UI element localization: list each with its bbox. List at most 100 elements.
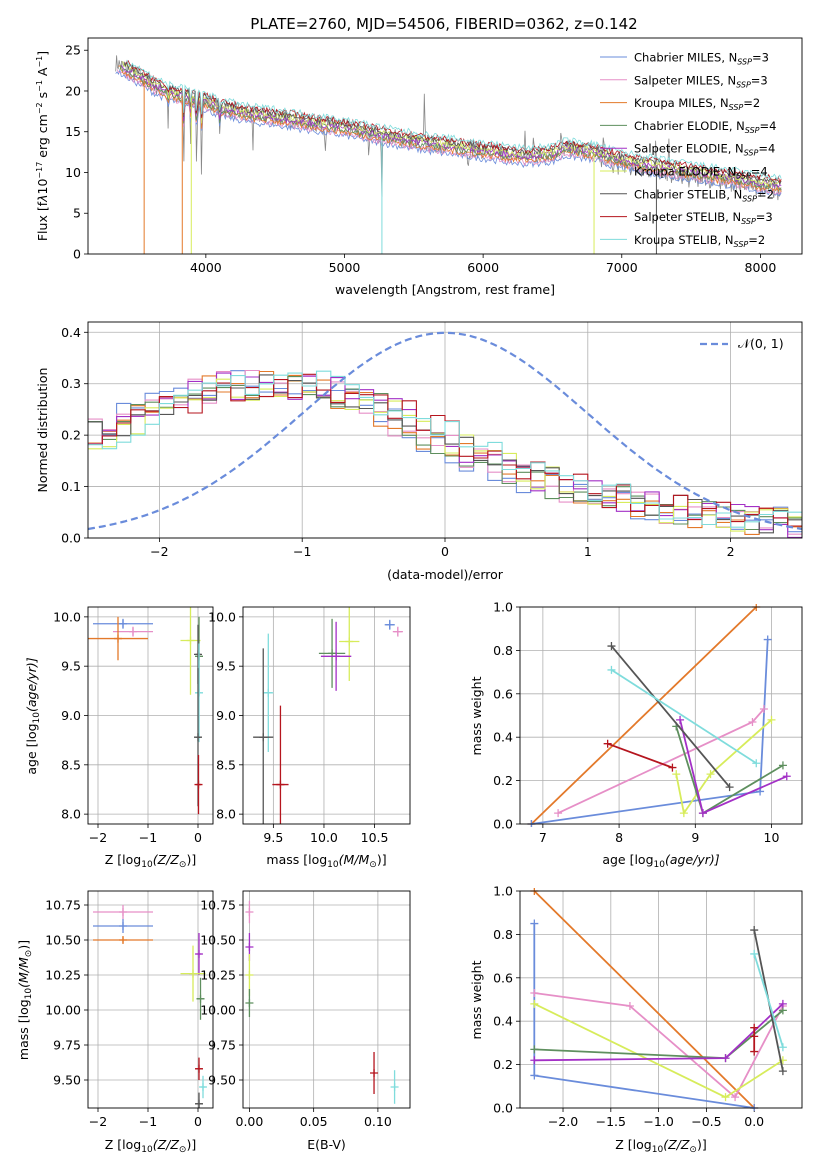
- y-tick-label: 0.2: [493, 773, 513, 788]
- x-tick-label: −2.0: [548, 1114, 578, 1129]
- errorbar-point: [320, 621, 352, 691]
- errorbar-point: [93, 936, 153, 944]
- marker: [119, 908, 127, 916]
- marker: [385, 620, 394, 629]
- y-tick-label: 0.8: [493, 643, 513, 658]
- weight-line-kroupa_elodie: [675, 719, 773, 816]
- errorbar-point: [194, 754, 203, 815]
- errorbars: [93, 905, 207, 1108]
- weight-line-kroupa_stelib: [753, 953, 784, 1048]
- errorbar-point: [195, 643, 203, 743]
- model-spectrum-kroupa_stelib: [126, 59, 782, 181]
- weight-marker: [750, 949, 759, 958]
- errorbar-point: [93, 919, 153, 933]
- legend-label: Salpeter ELODIE, NSSP=4: [634, 142, 775, 158]
- y-tick-label: 8.0: [61, 807, 81, 822]
- marker: [194, 650, 202, 659]
- y-tick-label: 10.75: [45, 898, 81, 913]
- histogram-salpeter_miles: [88, 369, 802, 535]
- residual-xlabel: (data-model)/error: [387, 567, 504, 582]
- marker: [119, 619, 127, 628]
- errorbar-point: [245, 989, 254, 1017]
- y-tick-label: 0.6: [493, 970, 513, 985]
- y-tick-label: 10.0: [208, 609, 236, 624]
- errorbar-point: [180, 607, 201, 695]
- x-tick-label: 10.0: [310, 830, 338, 845]
- marker: [345, 637, 354, 646]
- y-tick-label: 0.6: [493, 686, 513, 701]
- errorbar-point: [392, 626, 403, 637]
- marker: [186, 636, 195, 645]
- weight-marker: [698, 809, 707, 818]
- x-tick-label: 10: [764, 830, 780, 845]
- y-tick-label: 9.5: [216, 659, 236, 674]
- marker: [276, 780, 285, 789]
- weight-z-xlabel: Z [log10(Z/Z⊙)]: [615, 1137, 706, 1155]
- marker: [370, 1069, 379, 1077]
- legend-label: Salpeter STELIB, NSSP=3: [634, 210, 773, 226]
- y-tick-label: 9.5: [61, 659, 81, 674]
- model-spectrum-chabrier_stelib: [123, 60, 782, 186]
- y-tick-label: 25: [65, 43, 81, 58]
- legend-label: Chabrier ELODIE, NSSP=4: [634, 119, 776, 135]
- y-tick-label: 0.2: [61, 428, 81, 443]
- marker: [196, 994, 205, 1003]
- x-tick-label: 0.0: [744, 1114, 764, 1129]
- weight-marker: [763, 635, 772, 644]
- weight-marker: [706, 770, 715, 779]
- errorbar-point: [195, 1057, 203, 1080]
- errorbar-point: [199, 1075, 207, 1099]
- y-tick-label: 10.00: [200, 1003, 236, 1018]
- weight-marker: [672, 770, 681, 779]
- x-tick-label: 7: [539, 830, 547, 845]
- histogram-salpeter_stelib: [88, 373, 802, 527]
- axes-frame: [242, 890, 411, 1109]
- weight-marker: [752, 759, 761, 768]
- x-tick-label: −1.0: [643, 1114, 673, 1129]
- marker: [129, 627, 137, 636]
- histogram-chabrier_elodie: [88, 376, 802, 531]
- weight-marker: [750, 1023, 759, 1032]
- x-tick-label: 2: [727, 544, 735, 559]
- errorbars: [88, 607, 203, 815]
- errorbar-point: [339, 607, 360, 681]
- marker: [245, 971, 254, 979]
- y-tick-label: 0.2: [493, 1057, 513, 1072]
- errorbar-point: [245, 900, 254, 924]
- weight-marker: [607, 665, 616, 674]
- y-tick-label: 9.50: [53, 1073, 81, 1088]
- spectrum-legend: Chabrier MILES, NSSP=3 Salpeter MILES, NS…: [600, 51, 776, 249]
- weight-marker: [530, 1056, 539, 1065]
- panel-4: 7 8 9 10 0.0 0.2 0.4 0.6 0.8 1.0 age [log10(age/yr…: [469, 600, 803, 870]
- weight-line-salpeter_elodie: [679, 719, 788, 815]
- marker: [119, 922, 127, 930]
- marker: [119, 936, 127, 944]
- marker: [393, 627, 402, 636]
- spectrum-xlabel: wavelength [Angstrom, rest frame]: [335, 282, 555, 297]
- legend-label: 𝒩(0, 1): [738, 336, 784, 351]
- weight-marker: [530, 999, 539, 1008]
- x-tick-label: −1: [139, 830, 157, 845]
- y-tick-label: 0.8: [493, 927, 513, 942]
- axes-frame: [519, 606, 803, 825]
- y-tick-label: 9.0: [216, 708, 236, 723]
- spectrum-lines: [115, 55, 782, 254]
- marker: [114, 634, 122, 643]
- y-tick-label: 0.0: [493, 1101, 513, 1116]
- legend-label: Chabrier MILES, NSSP=3: [634, 51, 769, 67]
- panel-5: −2 −1 0 9.50 9.75 10.00 10.25 10.50 10.75 Z [log1…: [16, 890, 214, 1155]
- weight-marker: [676, 715, 685, 724]
- spectrum-title: PLATE=2760, MJD=54506, FIBERID=0362, z=0…: [250, 15, 637, 33]
- weight-marker: [778, 761, 787, 770]
- y-tick-label: 0.1: [61, 479, 81, 494]
- y-tick-label: 9.75: [53, 1038, 81, 1053]
- weight-line-kroupa_miles: [530, 606, 757, 825]
- normal-curve: [88, 331, 802, 531]
- errorbar-point: [196, 977, 205, 1020]
- y-tick-label: 9.75: [208, 1038, 236, 1053]
- weight-marker: [778, 1043, 787, 1052]
- panel-0: 4000 5000 6000 7000 8000 0 5 10 15 20 25 wavelength…: [35, 37, 803, 297]
- y-tick-label: 10.50: [45, 933, 81, 948]
- panel-3: 9.5 10.0 10.5 8.0 8.5 9.0 9.5 10.0 mass [log10(M…: [208, 606, 411, 870]
